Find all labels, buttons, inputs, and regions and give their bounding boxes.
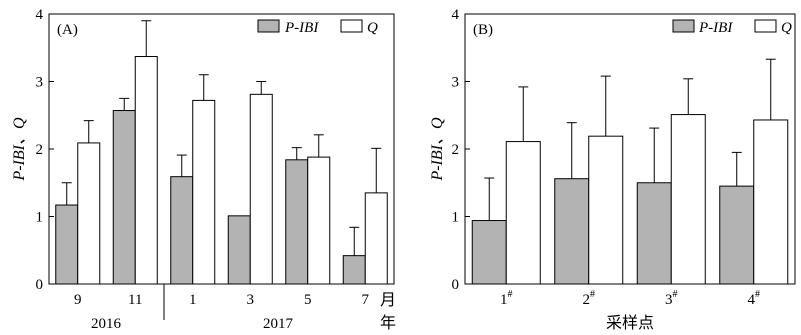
q-bar-a-1 [134,56,158,285]
panel-b-legend: P-IBI Q [672,19,792,36]
panel-a-year-2017: 2017 [263,316,294,332]
legend-a-pibi-label: P-IBI [284,20,319,36]
panel-b-ytick-label: 2 [452,142,460,158]
q-bar-b-0 [505,141,541,285]
pibi-bar-a-4 [285,159,309,285]
panel-b: (B) P-IBI、Q P-IBI Q 采样点 0 1 2 3 4 1# 2# 3# 4# [429,7,796,332]
q-bar-a-3 [249,93,273,285]
panel-a-xtick-label: 1 [189,292,197,308]
panel-a-legend: P-IBI Q [257,19,378,36]
panel-b-ytick-label: 0 [452,277,460,293]
panel-a-month-unit: 月 [380,292,396,309]
pibi-bar-a-5 [342,255,366,285]
legend-b-q-label: Q [781,20,792,36]
legend-b-pibi-swatch [672,19,695,33]
panel-a-xtick-label: 7 [362,292,370,308]
panel-b-xtick-label: 4# [748,289,761,308]
q-bar-b-1 [588,135,624,285]
pibi-bar-a-2 [170,176,194,285]
legend-a-pibi-swatch [257,19,280,33]
panel-a-ytick-label: 0 [36,277,44,293]
legend-b-pibi-label: P-IBI [698,20,733,36]
pibi-bar-a-1 [112,110,136,285]
panel-b-xtick-label: 3# [665,289,678,308]
panel-b-xlabel: 采样点 [606,314,654,332]
q-bar-b-2 [670,114,706,285]
pibi-bar-a-3 [227,215,251,285]
legend-b-q-swatch [754,19,777,33]
panel-a-frame [48,13,395,285]
panel-a-ylabel: P-IBI、Q [11,117,28,182]
pibi-bar-b-1 [554,178,590,285]
panel-b-label: (B) [473,22,493,38]
pibi-bar-b-0 [471,220,507,285]
panel-a-year-2016: 2016 [91,316,122,332]
q-bar-a-5 [364,192,388,285]
panel-a-xtick-label: 11 [128,292,142,308]
legend-a-q-label: Q [367,20,378,36]
panel-a-label: (A) [57,22,78,38]
legend-a-q-swatch [340,19,363,33]
q-bar-a-4 [307,156,331,285]
pibi-bar-b-3 [719,185,755,285]
pibi-bar-b-2 [636,182,672,285]
q-bar-a-2 [192,99,216,285]
panel-a: (A) P-IBI、Q P-IBI Q 月 年 2016 2017 0 1 2 3 4 9… [11,7,396,332]
panel-b-xtick-label: 1# [500,289,513,308]
pibi-bar-a-0 [55,204,79,285]
q-bar-a-0 [77,142,101,285]
panel-b-ytick-label: 3 [452,75,460,91]
panel-a-xtick-label: 9 [74,292,82,308]
panel-a-year-unit: 年 [380,314,396,332]
panel-b-ylabel: P-IBI、Q [429,117,446,182]
q-bar-b-3 [753,119,789,285]
panel-a-ytick-label: 1 [36,210,44,226]
panel-b-ytick-label: 1 [452,210,460,226]
panel-a-xtick-label: 3 [247,292,255,308]
panel-b-ytick-label: 4 [452,7,460,23]
panel-a-ytick-label: 3 [36,75,44,91]
panel-a-xtick-label: 5 [304,292,312,308]
panel-a-ytick-label: 2 [36,142,44,158]
panel-b-xtick-label: 2# [583,289,596,308]
panel-a-ytick-label: 4 [36,7,44,23]
